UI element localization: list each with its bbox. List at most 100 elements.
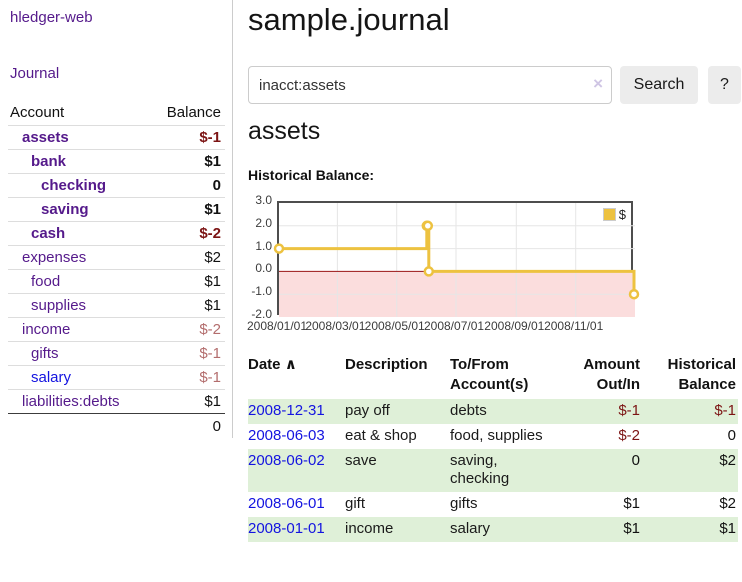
x-tick-label: 2008/05/01 xyxy=(364,319,425,333)
account-row: food $1 xyxy=(8,269,225,293)
account-row: assets $-1 xyxy=(8,125,225,149)
legend-swatch-icon xyxy=(602,208,616,221)
y-tick-label: 1.0 xyxy=(255,238,272,253)
register-accounts: debts xyxy=(450,402,487,419)
register-date-link[interactable]: 2008-01-01 xyxy=(248,520,325,537)
account-balance: $1 xyxy=(204,273,221,290)
register-header-row: Date ∧ Description To/From Account(s) Am… xyxy=(248,353,738,399)
x-tick-label: 2008/03/01 xyxy=(305,319,366,333)
account-row: bank $1 xyxy=(8,149,225,173)
account-row: gifts $-1 xyxy=(8,341,225,365)
brand-link[interactable]: hledger-web xyxy=(10,9,93,26)
register-accounts: salary xyxy=(450,520,491,537)
sidebar-item-journal[interactable]: Journal xyxy=(10,65,60,82)
account-link[interactable]: saving xyxy=(41,201,89,218)
account-row: cash $-2 xyxy=(8,221,225,245)
accounts-header: Account Balance xyxy=(8,99,225,125)
account-link[interactable]: expenses xyxy=(22,249,87,266)
register-amount: 0 xyxy=(631,452,640,469)
account-link[interactable]: liabilities:debts xyxy=(22,393,120,410)
register-balance: 0 xyxy=(727,427,736,444)
account-row: checking 0 xyxy=(8,173,225,197)
sort-ascending-icon: ∧ xyxy=(284,356,297,373)
accounts-header-account: Account xyxy=(10,103,65,121)
account-row: expenses $2 xyxy=(8,245,225,269)
column-header-accounts: To/From Account(s) xyxy=(450,356,529,393)
clear-search-icon[interactable]: × xyxy=(593,74,603,93)
register-date-link[interactable]: 2008-12-31 xyxy=(248,402,325,419)
account-balance: $-1 xyxy=(199,369,221,386)
search-input[interactable] xyxy=(248,66,612,104)
account-balance: $-2 xyxy=(199,225,221,242)
account-balance: $-1 xyxy=(199,345,221,362)
chart-plot: $ xyxy=(273,201,640,317)
column-header-balance: Historical Balance xyxy=(667,356,736,393)
register-balance: $-1 xyxy=(714,402,736,419)
account-link[interactable]: salary xyxy=(31,369,72,386)
x-tick-label: 2008/01/01 xyxy=(246,319,308,333)
register-balance: $1 xyxy=(719,520,736,537)
register-row: 2008-06-01 gift gifts $1 $2 xyxy=(248,492,738,517)
chart-title: Historical Balance: xyxy=(248,167,375,183)
sidebar: hledger-web Journal Account Balance asse… xyxy=(0,0,233,438)
register-description: income xyxy=(345,520,394,537)
account-link[interactable]: supplies xyxy=(31,297,87,314)
account-link[interactable]: checking xyxy=(41,177,107,194)
accounts-header-balance: Balance xyxy=(166,103,221,121)
column-header-date[interactable]: Date ∧ xyxy=(248,356,297,373)
account-balance: $-2 xyxy=(199,321,221,338)
register-date-link[interactable]: 2008-06-03 xyxy=(248,427,325,444)
accounts-panel: Account Balance assets $-1 bank $1 check… xyxy=(8,99,225,438)
account-row: supplies $1 xyxy=(8,293,225,317)
search-button[interactable]: Search xyxy=(620,66,698,104)
account-link[interactable]: bank xyxy=(31,153,67,170)
register-row: 2008-06-02 save saving, checking 0 $2 xyxy=(248,449,738,492)
x-tick-label: 2008/07/01 xyxy=(423,319,485,333)
account-balance: $1 xyxy=(204,297,221,314)
help-button[interactable]: ? xyxy=(708,66,741,104)
register-date-link[interactable]: 2008-06-01 xyxy=(248,495,325,512)
page-title: sample.journal xyxy=(248,2,450,37)
register-body: 2008-12-31 pay off debts $-1 $-1 2008-06… xyxy=(248,399,738,542)
search-box: × xyxy=(248,66,612,104)
historical-balance-chart: 3.0 2.0 1.0 0.0 -1.0 -2.0 $ 2008/01/01 2008/03… xyxy=(246,193,742,338)
account-balance: $1 xyxy=(204,393,221,410)
y-tick-label: 0.0 xyxy=(255,261,272,276)
main-content: sample.journal × Search ? assets Histori… xyxy=(246,0,742,542)
account-balance: 0 xyxy=(212,177,221,194)
register-amount: $-2 xyxy=(618,427,640,444)
register-description: pay off xyxy=(345,402,390,419)
search-form: × Search ? xyxy=(248,66,742,104)
account-heading: assets xyxy=(248,117,321,145)
register-table: Date ∧ Description To/From Account(s) Am… xyxy=(248,353,738,542)
register-balance: $2 xyxy=(719,452,736,469)
account-row: liabilities:debts $1 xyxy=(8,389,225,413)
account-balance: $1 xyxy=(204,201,221,218)
y-tick-label: 2.0 xyxy=(255,215,272,230)
register-description: eat & shop xyxy=(345,427,417,444)
register-accounts: saving, checking xyxy=(450,452,510,487)
account-balance: $1 xyxy=(204,153,221,170)
column-header-amount: Amount Out/In xyxy=(583,356,640,393)
legend-label: $ xyxy=(618,207,626,222)
register-amount: $-1 xyxy=(618,402,640,419)
account-balance: $2 xyxy=(204,249,221,266)
y-tick-label: -2.0 xyxy=(251,307,272,321)
account-link[interactable]: food xyxy=(31,273,61,290)
account-link[interactable]: assets xyxy=(22,129,69,146)
register-row: 2008-12-31 pay off debts $-1 $-1 xyxy=(248,399,738,424)
register-date-link[interactable]: 2008-06-02 xyxy=(248,452,325,469)
register-amount: $1 xyxy=(623,495,640,512)
accounts-list: assets $-1 bank $1 checking 0 saving $1 … xyxy=(8,125,225,413)
register-balance: $2 xyxy=(719,495,736,512)
register-row: 2008-06-03 eat & shop food, supplies $-2… xyxy=(248,424,738,449)
register-description: gift xyxy=(345,495,366,512)
x-tick-label: 2008/11/01 xyxy=(544,319,604,333)
y-tick-label: 3.0 xyxy=(255,193,272,207)
account-link[interactable]: gifts xyxy=(31,345,59,362)
register-accounts: food, supplies xyxy=(450,427,543,444)
account-link[interactable]: income xyxy=(22,321,71,338)
accounts-total-row: 0 xyxy=(8,413,225,438)
column-header-description: Description xyxy=(345,356,428,373)
account-link[interactable]: cash xyxy=(31,225,66,242)
